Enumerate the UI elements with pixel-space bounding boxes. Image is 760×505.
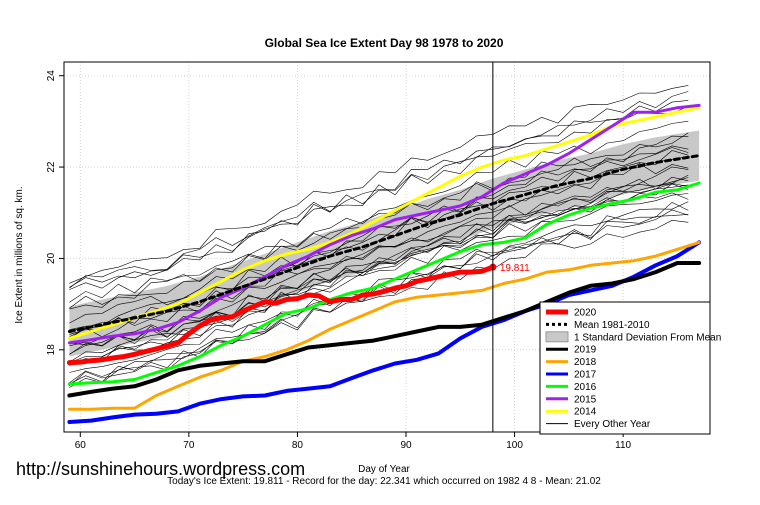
chart-title: Global Sea Ice Extent Day 98 1978 to 202… xyxy=(265,36,504,50)
series-line-2019 xyxy=(67,261,702,398)
legend-label: 2018 xyxy=(574,357,597,368)
tick-labels: 60 70 80 90 100 110 18 20 22 24 xyxy=(46,70,632,451)
x-tick-label: 100 xyxy=(506,440,523,451)
y-tick-label: 18 xyxy=(46,344,57,356)
legend-swatch xyxy=(545,331,569,343)
legend-label: Every Other Year xyxy=(574,419,651,430)
legend-label: 2014 xyxy=(574,407,597,418)
y-tick-label: 20 xyxy=(46,252,57,264)
y-tick-label: 24 xyxy=(46,70,57,82)
x-tick-label: 90 xyxy=(400,440,412,451)
every-other-year-line xyxy=(69,183,689,347)
series-line-2014 xyxy=(67,106,701,340)
series-line-2017 xyxy=(67,240,702,424)
x-axis-label: Day of Year xyxy=(358,464,410,475)
every-other-year-line xyxy=(69,91,689,290)
x-tick-label: 70 xyxy=(183,440,195,451)
every-other-year-line xyxy=(69,85,689,284)
every-other-year-line xyxy=(69,201,689,385)
series-line-2015 xyxy=(67,103,701,345)
plot-frame xyxy=(63,61,711,433)
series-lines xyxy=(66,103,702,424)
every-other-year-line xyxy=(69,120,689,309)
x-tick-label: 110 xyxy=(615,440,631,451)
series-line-2016 xyxy=(67,181,701,386)
legend-label: 2016 xyxy=(574,382,597,393)
every-other-year-line xyxy=(69,166,689,366)
x-tick-label: 80 xyxy=(292,440,304,451)
every-other-year-line xyxy=(69,156,689,355)
x-tick-label: 60 xyxy=(75,440,87,451)
legend-label: 2019 xyxy=(574,345,597,356)
series-line-mean-1981-2010 xyxy=(67,154,701,333)
every-other-year-lines xyxy=(69,85,689,388)
legend-label: 2015 xyxy=(574,394,597,405)
series-line-2020 xyxy=(66,264,496,366)
y-axis-label: Ice Extent in millions of sq. km. xyxy=(14,186,25,323)
y-tick-label: 22 xyxy=(46,161,57,173)
every-other-year-line xyxy=(69,105,689,288)
series-line-2018 xyxy=(67,240,701,411)
every-other-year-line xyxy=(69,201,689,384)
legend-label: 2020 xyxy=(574,308,597,319)
every-other-year-line xyxy=(69,219,689,387)
axes xyxy=(63,61,711,433)
std-dev-band xyxy=(69,130,700,357)
std-dev-area xyxy=(69,130,700,357)
every-other-year-line xyxy=(69,174,689,335)
legend-label: 2017 xyxy=(574,370,597,381)
current-value-label: 19.811 xyxy=(500,263,530,274)
every-other-year-line xyxy=(69,163,689,324)
every-other-year-line xyxy=(69,145,689,303)
legend-box xyxy=(539,301,711,435)
every-other-year-line xyxy=(69,183,689,363)
watermark-url: http://sunshinehours.wordpress.com xyxy=(16,459,305,479)
legend-label: Mean 1981-2010 xyxy=(574,320,650,331)
legend-label: 1 Standard Deviation From Mean xyxy=(574,332,721,343)
footer-summary: Today's Ice Extent: 19.811 - Record for … xyxy=(167,476,601,487)
every-other-year-line xyxy=(69,193,689,363)
